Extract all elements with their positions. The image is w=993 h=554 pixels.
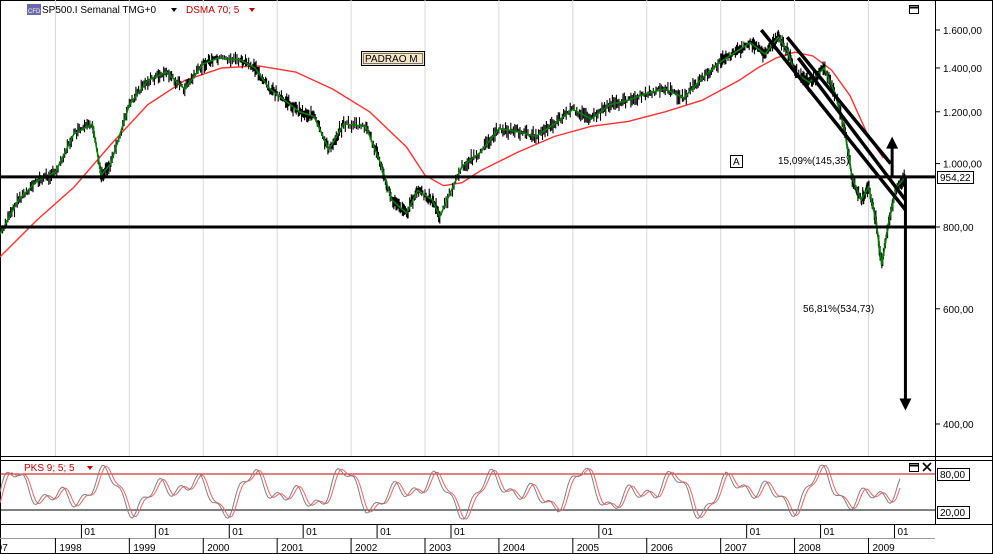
month-label: 01 (602, 527, 614, 538)
support-resistance-lines (0, 28, 935, 229)
year-label: 2003 (429, 543, 452, 554)
symbol-dropdown-icon[interactable] (171, 8, 177, 12)
price-tick-label: 1.600,00 (943, 26, 982, 37)
year-label: 1999 (133, 543, 156, 554)
pattern-label: PADRAO M (365, 54, 418, 65)
year-label: 2007 (725, 543, 748, 554)
month-label: 01 (454, 527, 466, 538)
month-label: 01 (897, 527, 909, 538)
price-tick-label: 1.000,00 (943, 160, 982, 171)
maximize-oscillator-icon[interactable] (909, 463, 919, 472)
down-target-label: 56,81%(534,73) (803, 304, 874, 315)
target-arrows (886, 136, 912, 411)
indicator-title: DSMA 70; 5 (186, 5, 240, 16)
price-bars (0, 29, 906, 269)
oscillator-line (0, 464, 901, 520)
oscillator-series (0, 464, 935, 520)
point-a-box (730, 155, 743, 168)
maximize-price-panel-icon[interactable] (909, 5, 919, 14)
osc-level-80-label: 80,00 (940, 470, 965, 481)
oscillator-dropdown-icon[interactable] (87, 466, 93, 470)
target-arrow-head (899, 398, 912, 411)
symbol-title: SP500.I Semanal TMG+0 (42, 5, 156, 16)
year-label: 1998 (59, 543, 82, 554)
month-label: 01 (232, 527, 244, 538)
year-label: 1997 (0, 543, 8, 554)
price-series (0, 29, 907, 269)
trend-line (785, 36, 893, 165)
current-price-box (937, 171, 974, 184)
month-label: 01 (824, 527, 836, 538)
close-oscillator-icon[interactable] (922, 462, 932, 472)
trend-line (759, 28, 907, 211)
price-tick-label: 1.200,00 (943, 108, 982, 119)
osc-level-20-label: 20,00 (940, 508, 965, 519)
dsma-series (0, 51, 884, 258)
pattern-label-inner (363, 53, 423, 64)
price-axis-ticks: 1.600,00 1.400,00 1.200,00 1.000,00 800,00 60… (935, 26, 982, 431)
trend-line (796, 56, 907, 201)
year-label: 2001 (281, 543, 304, 554)
price-tick-label: 1.400,00 (943, 64, 982, 75)
current-price-label: 954,22 (940, 173, 971, 184)
price-tick-label: 800,00 (943, 223, 974, 234)
year-label: 2004 (503, 543, 526, 554)
month-label: 01 (306, 527, 318, 538)
price-tick-label: 400,00 (943, 420, 974, 431)
osc-level-20-box (937, 506, 970, 519)
year-label: 2009 (872, 543, 895, 554)
up-target-label: 15,09%(145,35) (778, 156, 849, 167)
point-a-marker: A (733, 157, 740, 168)
price-line (0, 35, 907, 266)
time-axis: 1997 1998 1999 2000 2001 2002 2003 2004 2005 2006… (0, 524, 909, 554)
year-label: 2008 (799, 543, 822, 554)
pattern-label-box (361, 51, 425, 66)
year-label: 2005 (577, 543, 600, 554)
price-tick-label: 600,00 (943, 305, 974, 316)
year-label: 2006 (651, 543, 674, 554)
target-arrow-head (886, 136, 899, 149)
oscillator-title: PKS 9; 5; 5 (24, 463, 75, 474)
month-label: 01 (158, 527, 170, 538)
cfd-badge (27, 4, 41, 15)
month-label: 01 (380, 527, 392, 538)
cfd-badge-text: CFD (28, 9, 41, 15)
month-label: 01 (84, 527, 96, 538)
year-label: 2002 (355, 543, 378, 554)
month-label: 01 (750, 527, 762, 538)
year-label: 2000 (207, 543, 230, 554)
dsma-line (0, 51, 884, 258)
indicator-dropdown-icon[interactable] (249, 8, 255, 12)
osc-level-80-box (937, 468, 970, 481)
